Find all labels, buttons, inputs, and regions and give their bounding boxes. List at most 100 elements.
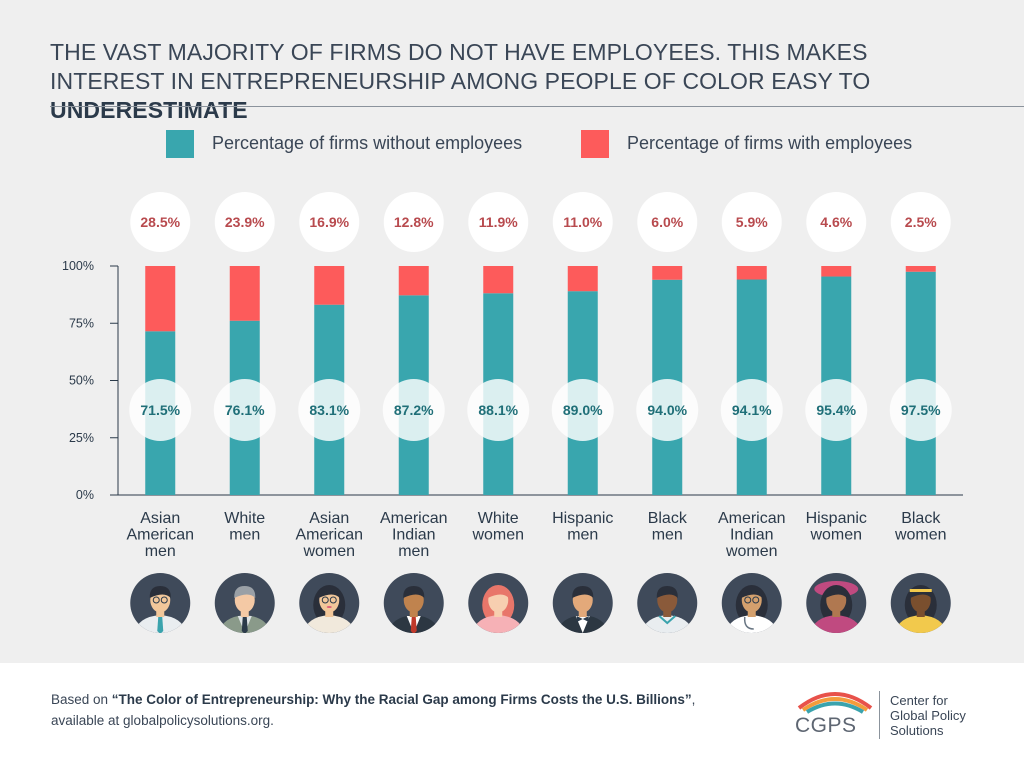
label-bubble-without: [805, 379, 868, 441]
x-tick-label: White: [478, 510, 519, 527]
x-tick-label: women: [894, 527, 947, 544]
data-label-without: 87.2%: [394, 402, 434, 418]
x-tick-label: men: [229, 527, 260, 544]
bar-with-employees: [567, 266, 598, 292]
bar-with-employees: [821, 266, 852, 277]
x-tick-label: Asian: [309, 510, 349, 527]
bar-with-employees: [314, 266, 345, 305]
y-tick-label: 50%: [69, 374, 94, 388]
x-tick-label: Hispanic: [806, 510, 867, 527]
label-bubble-with: [299, 192, 360, 252]
data-label-with: 5.9%: [736, 214, 768, 230]
bar-with-employees: [905, 266, 936, 272]
label-bubble-without: [382, 379, 445, 441]
source-report-title: “The Color of Entrepreneurship: Why the …: [111, 692, 692, 707]
x-tick-label: American: [126, 527, 194, 544]
x-tick-label: men: [398, 543, 429, 560]
page-title: THE VAST MAJORITY OF FIRMS DO NOT HAVE E…: [50, 38, 970, 125]
black-man-avatar-icon: [637, 573, 698, 633]
label-bubble-with: [214, 192, 275, 252]
label-bubble-without: [889, 379, 952, 441]
org-line-3: Solutions: [890, 723, 944, 738]
cgps-logo-text: CGPS: [795, 714, 857, 737]
title-divider: [50, 106, 1024, 107]
legend-label-without: Percentage of firms without employees: [212, 133, 523, 153]
label-bubble-with: [383, 192, 444, 252]
x-tick-label: American: [295, 527, 363, 544]
org-line-2: Global Policy: [890, 708, 966, 723]
data-label-with: 6.0%: [651, 214, 683, 230]
data-label-with: 2.5%: [905, 214, 937, 230]
x-tick-label: women: [471, 527, 524, 544]
x-tick-label: American: [380, 510, 448, 527]
source-note: Based on “The Color of Entrepreneurship:…: [51, 689, 751, 731]
label-bubble-without: [298, 379, 361, 441]
american-indian-woman-avatar-icon: [721, 573, 782, 633]
label-bubble-with: [890, 192, 951, 252]
label-bubble-with: [721, 192, 782, 252]
y-tick-label: 75%: [69, 316, 94, 330]
bar-with-employees: [652, 266, 683, 280]
title-text: THE VAST MAJORITY OF FIRMS DO NOT HAVE E…: [50, 39, 871, 94]
label-bubble-with: [637, 192, 698, 252]
label-bubble-without: [551, 379, 614, 441]
x-tick-label: Indian: [730, 527, 774, 544]
x-tick-label: men: [652, 527, 683, 544]
asian-man-avatar-icon: [130, 573, 191, 633]
bar-with-employees: [736, 266, 767, 280]
x-tick-label: Asian: [140, 510, 180, 527]
data-label-with: 23.9%: [225, 214, 265, 230]
x-tick-label: men: [145, 543, 176, 560]
footer: Based on “The Color of Entrepreneurship:…: [0, 663, 1024, 766]
label-bubble-without: [636, 379, 699, 441]
data-label-without: 97.5%: [901, 402, 941, 418]
label-bubble-with: [806, 192, 867, 252]
logo-divider: [879, 691, 880, 739]
label-bubble-without: [213, 379, 276, 441]
y-tick-label: 0%: [76, 488, 94, 502]
label-bubble-with: [468, 192, 529, 252]
x-tick-label: Black: [648, 510, 688, 527]
hispanic-woman-avatar-icon: [806, 573, 867, 633]
legend-swatch-without: [166, 130, 194, 158]
label-bubble-without: [720, 379, 783, 441]
data-label-without: 71.5%: [140, 402, 180, 418]
data-label-with: 11.0%: [563, 214, 602, 230]
bar-with-employees: [229, 266, 260, 321]
x-tick-label: Black: [901, 510, 941, 527]
data-label-with: 4.6%: [820, 214, 852, 230]
x-tick-label: women: [302, 543, 355, 560]
data-label-without: 95.4%: [816, 402, 856, 418]
data-label-with: 12.8%: [394, 214, 434, 230]
label-bubble-with: [552, 192, 613, 252]
x-tick-label: men: [567, 527, 598, 544]
cgps-arc-icon: [797, 692, 873, 714]
black-woman-avatar-icon: [890, 573, 951, 633]
x-tick-label: White: [224, 510, 265, 527]
x-tick-label: women: [725, 543, 778, 560]
bar-with-employees: [483, 266, 514, 294]
data-label-with: 11.9%: [479, 214, 518, 230]
data-label-without: 88.1%: [478, 402, 518, 418]
title-emphasis: UNDERESTIMATE: [50, 97, 248, 123]
stacked-bar-chart: 0%25%50%75%100%28.5%71.5%AsianAmericanme…: [62, 192, 963, 633]
source-url-line: available at globalpolicysolutions.org.: [51, 713, 274, 728]
american-indian-man-avatar-icon: [383, 573, 444, 633]
x-tick-label: women: [809, 527, 862, 544]
x-tick-label: American: [718, 510, 786, 527]
data-label-without: 94.1%: [732, 402, 772, 418]
data-label-without: 94.0%: [647, 402, 687, 418]
white-woman-avatar-icon: [468, 573, 529, 633]
source-prefix: Based on: [51, 692, 112, 707]
bar-with-employees: [398, 266, 429, 296]
asian-woman-avatar-icon: [299, 573, 360, 633]
data-label-with: 16.9%: [309, 214, 349, 230]
label-bubble-with: [130, 192, 191, 252]
data-label-with: 28.5%: [140, 214, 180, 230]
x-tick-label: Indian: [392, 527, 436, 544]
org-name: Center for Global Policy Solutions: [890, 693, 1010, 738]
hispanic-man-avatar-icon: [552, 573, 613, 633]
org-line-1: Center for: [890, 693, 948, 708]
label-bubble-without: [467, 379, 530, 441]
